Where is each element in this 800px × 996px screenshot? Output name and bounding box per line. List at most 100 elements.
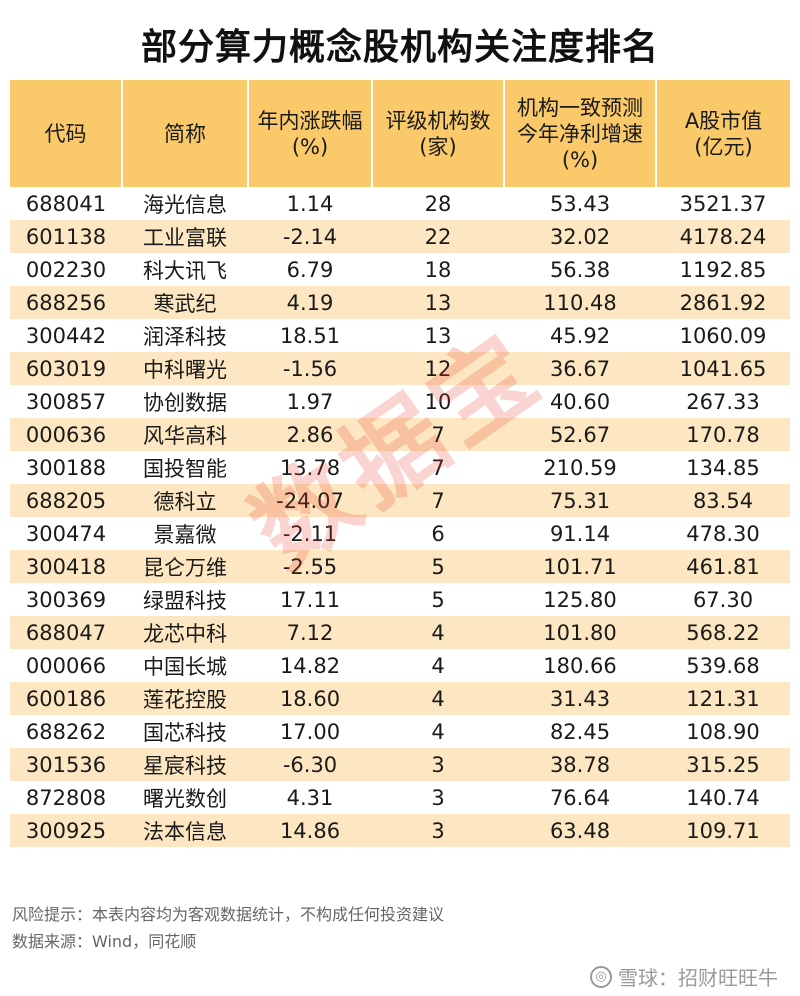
- stock-name-cell: 润泽科技: [143, 324, 227, 349]
- rating-count-cell: 7: [431, 455, 445, 480]
- table-row: 002230 科大讯飞 6.79 18 56.38 1192.85: [10, 253, 790, 286]
- profit-growth-cell: 53.43: [549, 191, 611, 216]
- stock-code-cell: 300857: [25, 389, 107, 414]
- ytd-change-cell: 18.51: [279, 323, 341, 348]
- column-header: 评级机构数 (家): [372, 80, 505, 187]
- stock-name-cell: 风华高科: [122, 418, 248, 451]
- table-row: 301536 星宸科技 -6.30 3 38.78 315.25: [10, 748, 790, 781]
- table-row: 300474 景嘉微 -2.11 6 91.14 478.30: [10, 517, 790, 550]
- market-cap-cell: 134.85: [686, 455, 760, 480]
- table-body: 688041 海光信息 1.14 28 53.43 3521.37 601138 工业富联 -2…: [10, 187, 790, 847]
- table-row: 000066 中国长城 14.82 4 180.66 539.68: [10, 649, 790, 682]
- column-header-line: A股市值: [684, 108, 763, 133]
- column-header-line: (亿元): [694, 134, 753, 159]
- table-row: 300857 协创数据 1.97 10 40.60 267.33: [10, 385, 790, 418]
- stock-code-cell: 300925: [10, 814, 122, 847]
- market-cap-cell: 4178.24: [656, 220, 790, 253]
- ytd-change-cell: -2.14: [248, 220, 372, 253]
- column-header: 机构一致预测 今年净利增速 (%): [504, 80, 657, 187]
- table-row: 600186 莲花控股 18.60 4 31.43 121.31: [10, 682, 790, 715]
- rating-count-cell: 6: [431, 521, 445, 546]
- ytd-change-cell: 14.82: [279, 653, 341, 678]
- profit-growth-cell: 63.48: [504, 814, 656, 847]
- ytd-change-cell: 6.79: [286, 257, 334, 282]
- stock-code-cell: 000066: [25, 653, 107, 678]
- ytd-change-cell: 17.00: [279, 719, 341, 744]
- table-row: 688262 国芯科技 17.00 4 82.45 108.90: [10, 715, 790, 748]
- rating-count-cell: 3: [431, 785, 445, 810]
- column-header: 简称: [122, 80, 249, 187]
- column-header-line: (%): [291, 134, 329, 159]
- stock-code-cell: 300418: [10, 550, 122, 583]
- table-row: 688256 寒武纪 4.19 13 110.48 2861.92: [10, 286, 790, 319]
- column-header-line: 今年净利增速: [517, 121, 643, 146]
- ytd-change-cell: 1.97: [286, 389, 334, 414]
- stock-name-cell: 绿盟科技: [143, 588, 227, 613]
- column-header: A股市值 (亿元): [656, 80, 790, 187]
- column-header-line: (家): [419, 134, 457, 159]
- stock-code-cell: 872808: [25, 785, 107, 810]
- ytd-change-cell: 14.86: [248, 814, 372, 847]
- profit-growth-cell: 101.80: [504, 616, 656, 649]
- ytd-change-cell: -24.07: [248, 484, 372, 517]
- ytd-change-cell: 13.78: [279, 455, 341, 480]
- rating-count-cell: 3: [372, 748, 504, 781]
- stock-code-cell: 688205: [10, 484, 122, 517]
- stock-name-cell: 中科曙光: [122, 352, 248, 385]
- table-row: 300188 国投智能 13.78 7 210.59 134.85: [10, 451, 790, 484]
- ytd-change-cell: -6.30: [248, 748, 372, 781]
- market-cap-cell: 315.25: [656, 748, 790, 781]
- rating-count-cell: 12: [372, 352, 504, 385]
- rating-count-cell: 13: [424, 323, 452, 348]
- profit-growth-cell: 56.38: [549, 257, 611, 282]
- ytd-change-cell: -2.11: [282, 521, 338, 546]
- ytd-change-cell: 1.14: [286, 191, 334, 216]
- market-cap-cell: 267.33: [686, 389, 760, 414]
- profit-growth-cell: 32.02: [504, 220, 656, 253]
- ytd-change-cell: 18.60: [248, 682, 372, 715]
- stock-name-cell: 龙芯中科: [122, 616, 248, 649]
- stock-name-cell: 国投智能: [143, 456, 227, 481]
- profit-growth-cell: 180.66: [543, 653, 617, 678]
- profit-growth-cell: 101.71: [504, 550, 656, 583]
- rating-count-cell: 28: [424, 191, 452, 216]
- column-header-line: 代码: [44, 121, 87, 146]
- page-title: 部分算力概念股机构关注度排名: [140, 27, 659, 68]
- source-note: 数据来源：Wind，同花顺: [12, 932, 197, 951]
- column-header-line: 年内涨跌幅: [257, 108, 363, 133]
- table-row: 300925 法本信息 14.86 3 63.48 109.71: [10, 814, 790, 847]
- stock-code-cell: 301536: [10, 748, 122, 781]
- stock-name-cell: 寒武纪: [122, 286, 248, 319]
- market-cap-cell: 121.31: [656, 682, 790, 715]
- stock-name-cell: 科大讯飞: [143, 258, 227, 283]
- market-cap-cell: 3521.37: [679, 191, 767, 216]
- profit-growth-cell: 110.48: [504, 286, 656, 319]
- market-cap-cell: 170.78: [656, 418, 790, 451]
- rating-count-cell: 4: [431, 719, 445, 744]
- stock-name-cell: 海光信息: [143, 192, 227, 217]
- ytd-change-cell: -2.55: [248, 550, 372, 583]
- stock-name-cell: 法本信息: [122, 814, 248, 847]
- rating-count-cell: 4: [372, 682, 504, 715]
- header-row: 代码 简称 年内涨跌幅 (%) 评级机构数 (家) 机构一致预测 今年净利增速 (%) A股市值(…: [10, 80, 790, 187]
- stock-name-cell: 曙光数创: [143, 786, 227, 811]
- profit-growth-cell: 52.67: [504, 418, 656, 451]
- market-cap-cell: 478.30: [686, 521, 760, 546]
- stock-code-cell: 603019: [10, 352, 122, 385]
- brand-text: 雪球：招财旺旺牛: [618, 966, 778, 990]
- market-cap-cell: 140.74: [686, 785, 760, 810]
- table-row: 000636 风华高科 2.86 7 52.67 170.78: [10, 418, 790, 451]
- market-cap-cell: 2861.92: [656, 286, 790, 319]
- stock-name-cell: 昆仑万维: [122, 550, 248, 583]
- rating-count-cell: 4: [372, 616, 504, 649]
- profit-growth-cell: 82.45: [549, 719, 611, 744]
- profit-growth-cell: 31.43: [504, 682, 656, 715]
- market-cap-cell: 1041.65: [656, 352, 790, 385]
- market-cap-cell: 108.90: [686, 719, 760, 744]
- profit-growth-cell: 36.67: [504, 352, 656, 385]
- stock-code-cell: 300442: [25, 323, 107, 348]
- column-header-line: 机构一致预测: [517, 95, 643, 120]
- profit-growth-cell: 40.60: [549, 389, 611, 414]
- ranking-table: 代码 简称 年内涨跌幅 (%) 评级机构数 (家) 机构一致预测 今年净利增速 (%) A股市值(…: [10, 80, 790, 847]
- stock-code-cell: 000636: [10, 418, 122, 451]
